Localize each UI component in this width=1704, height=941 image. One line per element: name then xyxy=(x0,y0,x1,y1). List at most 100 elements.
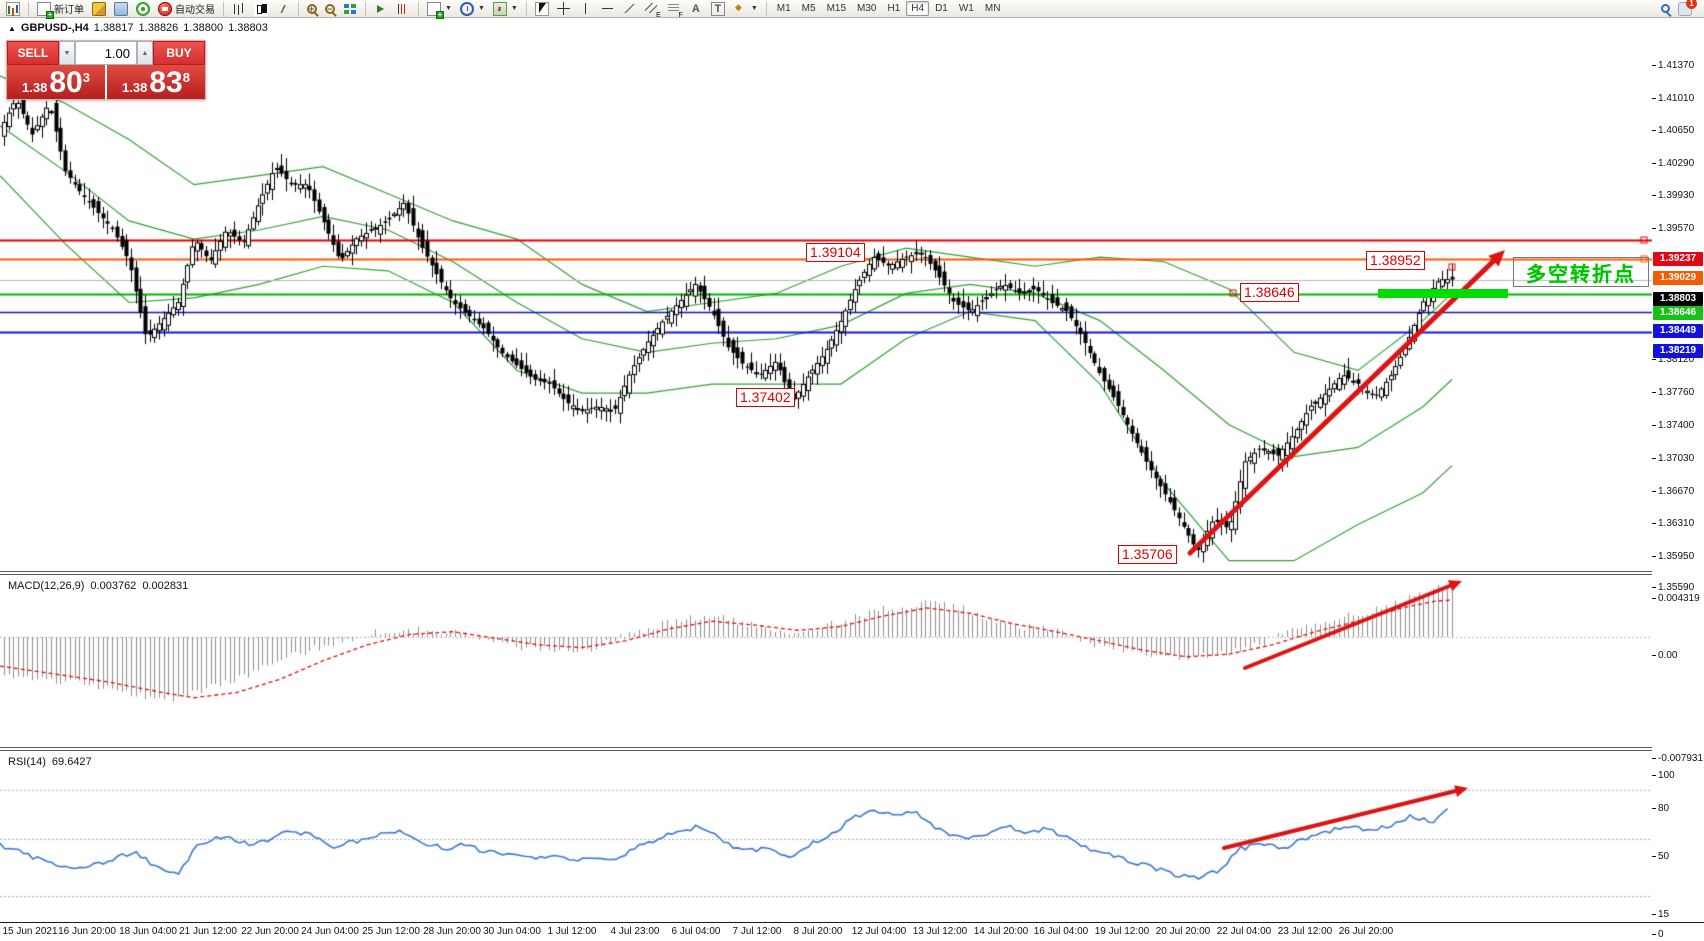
buy-price-panel[interactable]: 1.38 83 8 xyxy=(107,65,205,99)
time-label: 13 Jul 12:00 xyxy=(912,926,968,937)
tick-dash xyxy=(1652,933,1656,935)
ohlc-low: 1.38800 xyxy=(183,22,224,34)
turning-point-label[interactable]: 多空转折点 xyxy=(1513,257,1649,287)
timeframe-button[interactable]: H1 xyxy=(887,3,901,14)
time-label: 1 Jul 12:00 xyxy=(547,926,597,937)
buy-price-sup: 8 xyxy=(182,70,190,85)
vertical-line-button[interactable] xyxy=(576,1,596,17)
price-tick: 1.41010 xyxy=(1652,93,1694,104)
horizontal-line-button[interactable] xyxy=(598,1,618,17)
price-tick: 1.35950 xyxy=(1652,551,1694,562)
timeframe-button[interactable]: M30 xyxy=(857,3,877,14)
volume-up-button[interactable]: ▲ xyxy=(137,41,153,65)
tile-windows-button[interactable] xyxy=(340,1,360,17)
templates-button[interactable]: ▼ xyxy=(490,1,521,17)
trendline-button[interactable] xyxy=(620,1,640,17)
price-scale[interactable]: 1.41370 1.41010 1.40650 1.40290 1.39930 1.395… xyxy=(1652,19,1704,940)
auto-scroll-button[interactable] xyxy=(371,1,391,17)
time-label: 23 Jul 12:00 xyxy=(1277,926,1333,937)
zoom-out-button[interactable]: − xyxy=(322,1,338,17)
volume-down-button[interactable]: ▼ xyxy=(59,41,75,65)
price-callout-label[interactable]: 1.38952 xyxy=(1366,251,1425,270)
buy-button[interactable]: BUY xyxy=(153,41,205,65)
symbol-name: GBPUSD-,H4 xyxy=(20,22,89,34)
macd-value-1: 0.003762 xyxy=(90,580,137,592)
rsi-label: RSI(14) 69.6427 xyxy=(8,756,92,768)
timeframe-button[interactable]: MN xyxy=(984,3,1001,14)
styles-button[interactable] xyxy=(89,1,109,17)
dropdown-arrow-icon: ▼ xyxy=(445,5,452,12)
text-button[interactable]: A xyxy=(686,1,706,17)
macd-tick: 0.004319 xyxy=(1652,593,1700,604)
new-chart-button[interactable]: + ▼ xyxy=(424,1,455,19)
bar-chart-type-button[interactable] xyxy=(229,1,249,17)
rsi-pane-separator[interactable] xyxy=(0,747,1704,751)
tick-dash xyxy=(1652,64,1656,66)
horizontal-line-icon xyxy=(601,2,615,16)
cursor-button[interactable] xyxy=(532,1,552,17)
tick-dash xyxy=(1652,522,1656,524)
tick-dash xyxy=(1652,490,1656,492)
toolbar-separator xyxy=(223,1,224,16)
timeframe-button[interactable]: M15 xyxy=(826,3,847,14)
time-label: 20 Jul 20:00 xyxy=(1155,926,1211,937)
price-tick: 1.35590 xyxy=(1652,582,1694,593)
macd-pane-separator[interactable] xyxy=(0,571,1704,575)
line-chart-icon xyxy=(276,2,290,16)
time-label: 21 Jun 12:00 xyxy=(179,926,237,937)
timeframe-button[interactable]: M1 xyxy=(776,3,791,14)
timeframe-button[interactable]: D1 xyxy=(935,3,948,14)
tick-dash xyxy=(1652,391,1656,393)
price-badge: 1.38803 xyxy=(1653,292,1703,306)
new-order-button[interactable]: + 新订单 xyxy=(34,1,87,19)
support-zone-highlight[interactable] xyxy=(1378,289,1508,298)
timeframe-button[interactable]: M5 xyxy=(801,3,816,14)
ohlc-high: 1.38826 xyxy=(138,22,179,34)
fibonacci-icon: F xyxy=(667,2,683,19)
text-label-button[interactable]: T xyxy=(708,1,728,17)
tick-dash xyxy=(1652,597,1656,599)
notification-badge: 1 xyxy=(1686,0,1697,9)
time-axis-border xyxy=(0,922,1704,923)
tick-dash xyxy=(1652,97,1656,99)
candlestick-type-button[interactable] xyxy=(251,1,271,17)
toolbar-separator xyxy=(298,1,299,16)
notifications-button[interactable]: 1 xyxy=(1675,0,1697,17)
expert-advisors-button[interactable] xyxy=(111,1,131,17)
chart-shift-button[interactable] xyxy=(393,1,413,17)
sell-price-panel[interactable]: 1.38 80 3 xyxy=(7,65,105,99)
line-chart-type-button[interactable] xyxy=(273,1,293,17)
time-axis[interactable]: 15 Jun 2021 16 Jun 20:00 18 Jun 04:00 21 Ju… xyxy=(0,924,1652,941)
time-label: 16 Jul 04:00 xyxy=(1033,926,1089,937)
dropdown-arrow-icon: ▼ xyxy=(750,5,758,12)
price-badge: 1.39029 xyxy=(1653,271,1703,285)
arrows-button[interactable]: ▼ xyxy=(730,1,761,17)
tick-dash xyxy=(1652,757,1656,759)
auto-trading-button[interactable]: 自动交易 xyxy=(155,1,218,17)
fibonacci-button[interactable]: F xyxy=(664,1,684,19)
crosshair-button[interactable] xyxy=(554,1,574,17)
time-label: 7 Jul 12:00 xyxy=(732,926,782,937)
price-callout-label[interactable]: 1.38646 xyxy=(1240,283,1299,302)
timeframe-button[interactable]: W1 xyxy=(958,3,974,14)
price-callout-label[interactable]: 1.35706 xyxy=(1118,545,1177,564)
trendline-icon xyxy=(622,2,637,16)
rsi-tick: 50 xyxy=(1652,851,1669,862)
search-button[interactable] xyxy=(1658,1,1673,17)
period-button[interactable]: ▼ xyxy=(457,1,488,17)
price-callout-label[interactable]: 1.39104 xyxy=(806,243,865,262)
sell-button[interactable]: SELL xyxy=(7,41,59,65)
signals-button[interactable] xyxy=(133,1,153,17)
volume-input[interactable]: 1.00 xyxy=(75,41,137,65)
candlestick-icon xyxy=(254,1,268,16)
symbols-icon xyxy=(6,1,20,16)
symbols-button[interactable] xyxy=(3,1,23,17)
channel-button[interactable]: E xyxy=(642,1,662,19)
price-callout-label[interactable]: 1.37402 xyxy=(736,388,795,407)
timeframe-button[interactable]: H4 xyxy=(906,1,930,16)
zoom-in-button[interactable]: + xyxy=(304,1,320,17)
ohlc-close: 1.38803 xyxy=(228,22,268,34)
macd-name: MACD(12,26,9) xyxy=(8,580,85,592)
panel-expander-icon[interactable]: ▲ xyxy=(8,23,16,33)
